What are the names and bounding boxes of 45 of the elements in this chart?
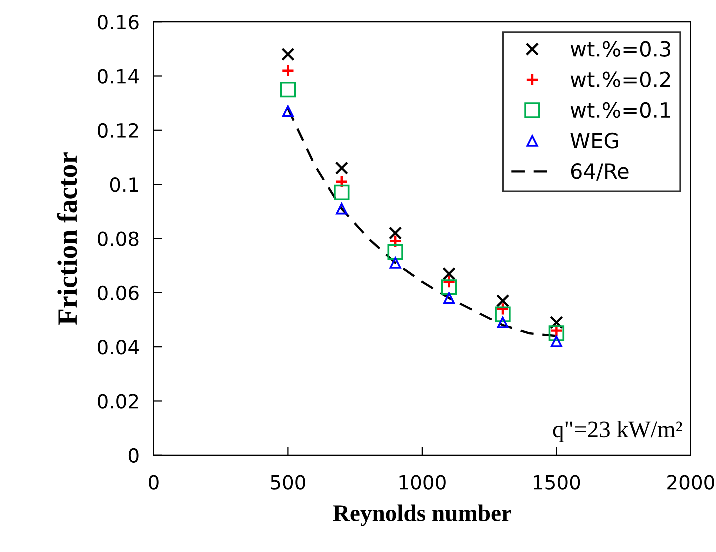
legend-label: wt.%=0.3 — [570, 41, 671, 57]
point — [335, 162, 349, 175]
y-tick-label: 0.1 — [110, 178, 138, 192]
y-tick-label: 0 — [128, 448, 139, 464]
point — [390, 257, 402, 269]
y-axis-title: Friction factor — [57, 152, 78, 326]
point — [335, 175, 349, 189]
y-tick-label: 0.14 — [98, 69, 139, 84]
point — [548, 326, 565, 342]
y-tick-label: 0.12 — [98, 123, 138, 138]
x-tick-label: 500 — [271, 475, 306, 490]
x-tick-label: 2000 — [668, 475, 714, 490]
point — [496, 294, 510, 308]
point — [282, 106, 294, 118]
y-tick-label: 0.04 — [98, 340, 139, 355]
point — [282, 48, 295, 62]
annotation: q"=23 kW/m² — [553, 420, 682, 442]
point — [282, 64, 295, 78]
point — [388, 234, 402, 248]
legend-label: WEG — [570, 132, 618, 149]
point — [334, 184, 350, 201]
x-tick-label: 0 — [149, 475, 159, 490]
y-tick-label: 0.16 — [98, 15, 139, 30]
point — [442, 275, 456, 289]
point — [280, 82, 296, 98]
point — [388, 244, 404, 260]
legend-label: 64/Re — [571, 164, 629, 181]
point — [388, 226, 402, 240]
point — [496, 302, 510, 316]
point — [441, 280, 458, 296]
point — [336, 203, 348, 215]
y-tick-label: 0.02 — [98, 394, 138, 409]
point — [550, 316, 564, 330]
point — [550, 336, 562, 348]
x-tick-label: 1500 — [534, 475, 580, 490]
point — [442, 267, 456, 281]
x-axis-title: Reynolds number — [333, 504, 512, 526]
x-tick-label: 1000 — [400, 475, 446, 490]
y-tick-label: 0.08 — [98, 232, 139, 246]
point — [444, 292, 456, 304]
point — [497, 316, 509, 328]
legend-label: wt.%=0.1 — [570, 102, 670, 118]
point — [495, 306, 511, 322]
legend-label: wt.%=0.2 — [570, 72, 670, 88]
y-tick-label: 0.06 — [98, 286, 139, 301]
